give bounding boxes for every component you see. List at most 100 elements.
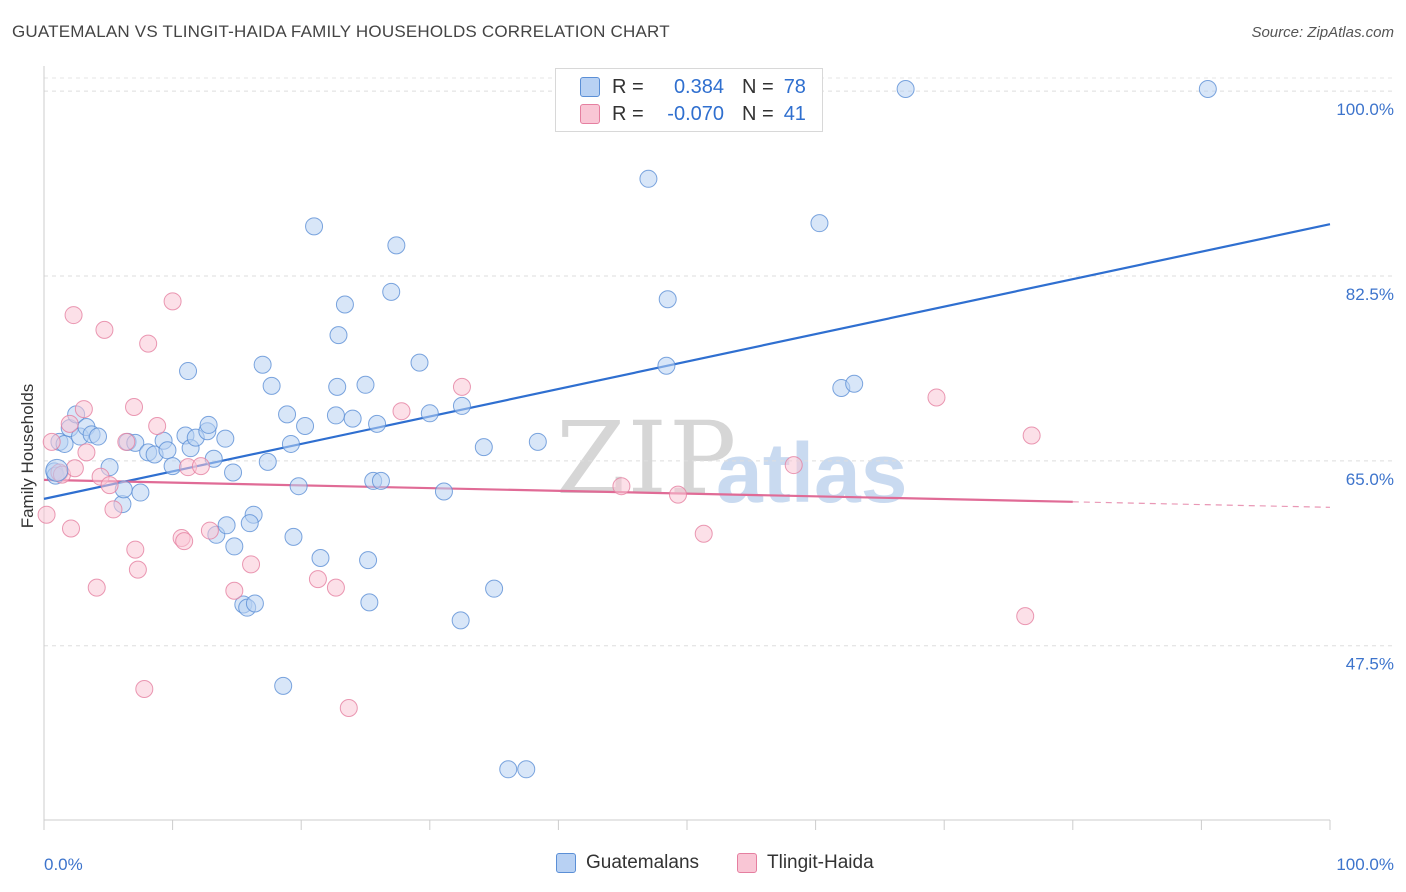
- guatemalans-point: [240, 514, 259, 533]
- guatemalans-point: [499, 760, 518, 779]
- tlingit-haida-point: [100, 476, 119, 495]
- guatemalans-point: [639, 169, 658, 188]
- guatemalans-point: [274, 676, 293, 695]
- tlingit-haida-point: [104, 500, 123, 519]
- tlingit-haida-trend-line-extension: [1072, 501, 1331, 508]
- chart-title: GUATEMALAN VS TLINGIT-HAIDA FAMILY HOUSE…: [12, 22, 670, 41]
- guatemalans-point: [452, 396, 471, 415]
- guatemalans-point: [281, 434, 300, 453]
- source-label: Source: ZipAtlas.com: [1251, 24, 1394, 41]
- tlingit-haida-point: [392, 402, 411, 421]
- guatemalans-point: [343, 409, 362, 428]
- tlingit-haida-legend-swatch: [737, 853, 757, 873]
- guatemalans-point: [296, 416, 315, 435]
- guatemalans-point: [474, 438, 493, 457]
- tlingit-haida-point: [784, 456, 803, 475]
- tlingit-haida-point: [135, 680, 154, 699]
- guatemalans-point: [360, 593, 379, 612]
- tlingit-haida-point: [326, 578, 345, 597]
- tlingit-haida-point: [1016, 607, 1035, 626]
- guatemalans-point: [359, 551, 378, 570]
- tlingit-haida-point: [339, 699, 358, 718]
- guatemalans-point: [657, 356, 676, 375]
- n-value: 78: [783, 75, 806, 98]
- n-value: 41: [783, 102, 806, 125]
- guatemalans-point: [356, 375, 375, 394]
- watermark-zip: ZIP: [556, 400, 739, 517]
- tlingit-haida-point: [87, 578, 106, 597]
- n-label: N =: [742, 75, 774, 98]
- guatemalans-point: [262, 376, 281, 395]
- tlingit-haida-point: [242, 555, 261, 574]
- x-tick-label-start: 0.0%: [44, 855, 83, 874]
- y-tick-label: 65.0%: [1346, 470, 1394, 489]
- tlingit-haida-legend-label: Tlingit-Haida: [767, 852, 874, 873]
- tlingit-haida-point: [191, 457, 210, 476]
- guatemalans-point: [311, 549, 330, 568]
- r-label: R =: [612, 102, 644, 125]
- guatemalans-point: [387, 236, 406, 255]
- tlingit-haida-point: [42, 432, 61, 451]
- r-value: -0.070: [667, 102, 724, 125]
- guatemalans-point: [371, 471, 390, 490]
- tlingit-haida-point: [37, 505, 56, 524]
- guatemalans-point: [278, 405, 297, 424]
- stats-legend: R = 0.384 N = 78 R = -0.070 N = 41: [555, 68, 823, 132]
- guatemalans-point: [89, 427, 108, 446]
- tlingit-haida-point: [74, 400, 93, 419]
- tlingit-haida-point: [612, 477, 631, 496]
- tlingit-haida-point: [62, 519, 81, 538]
- guatemalans-point: [434, 482, 453, 501]
- guatemalans-point: [163, 457, 182, 476]
- guatemalans-point: [335, 295, 354, 314]
- tlingit-haida-point: [1022, 426, 1041, 445]
- x-tick-label-end: 100.0%: [1336, 855, 1394, 874]
- guatemalans-point: [253, 355, 272, 374]
- guatemalans-point: [329, 326, 348, 345]
- guatemalans-legend-swatch: [556, 853, 576, 873]
- guatemalans-point: [368, 414, 387, 433]
- guatemalans-point: [328, 377, 347, 396]
- watermark-atlas: atlas: [716, 426, 908, 520]
- tlingit-haida-swatch: [580, 104, 600, 124]
- legend-guatemalans: Guatemalans: [556, 852, 699, 874]
- tlingit-haida-point: [668, 485, 687, 504]
- guatemalans-point: [517, 760, 536, 779]
- legend-tlingit-haida: Tlingit-Haida: [737, 852, 874, 874]
- guatemalans-point: [451, 611, 470, 630]
- guatemalans-point: [45, 458, 69, 482]
- tlingit-haida-point: [452, 377, 471, 396]
- guatemalans-point: [528, 432, 547, 451]
- tlingit-haida-point: [927, 388, 946, 407]
- r-label: R =: [612, 75, 644, 98]
- guatemalans-swatch: [580, 77, 600, 97]
- tlingit-haida-point: [163, 292, 182, 311]
- tlingit-haida-point: [126, 540, 145, 559]
- tlingit-haida-point: [64, 306, 83, 325]
- tlingit-haida-point: [139, 334, 158, 353]
- tlingit-haida-point: [117, 432, 136, 451]
- guatemalans-point: [179, 362, 198, 381]
- guatemalans-point: [1198, 80, 1217, 99]
- tlingit-haida-point: [128, 560, 147, 579]
- guatemalans-point: [131, 483, 150, 502]
- tlingit-haida-point: [125, 397, 144, 416]
- guatemalans-point: [896, 80, 915, 99]
- n-label: N =: [742, 102, 774, 125]
- guatemalans-point: [420, 404, 439, 423]
- tlingit-haida-point: [60, 414, 79, 433]
- tlingit-haida-point: [225, 581, 244, 600]
- tlingit-haida-point: [200, 521, 219, 540]
- guatemalans-point: [217, 516, 236, 535]
- guatemalans-point: [284, 527, 303, 546]
- guatemalans-trend-line: [43, 223, 1331, 500]
- guatemalans-point: [845, 374, 864, 393]
- tlingit-haida-point: [95, 320, 114, 339]
- tick-labels: 100.0% 82.5% 65.0% 47.5% 0.0% 100.0%: [44, 100, 1394, 874]
- guatemalans-point: [410, 353, 429, 372]
- guatemalans-point: [158, 441, 177, 460]
- trend-lines: [43, 223, 1331, 508]
- tlingit-haida-point: [694, 524, 713, 543]
- r-value: 0.384: [673, 75, 724, 98]
